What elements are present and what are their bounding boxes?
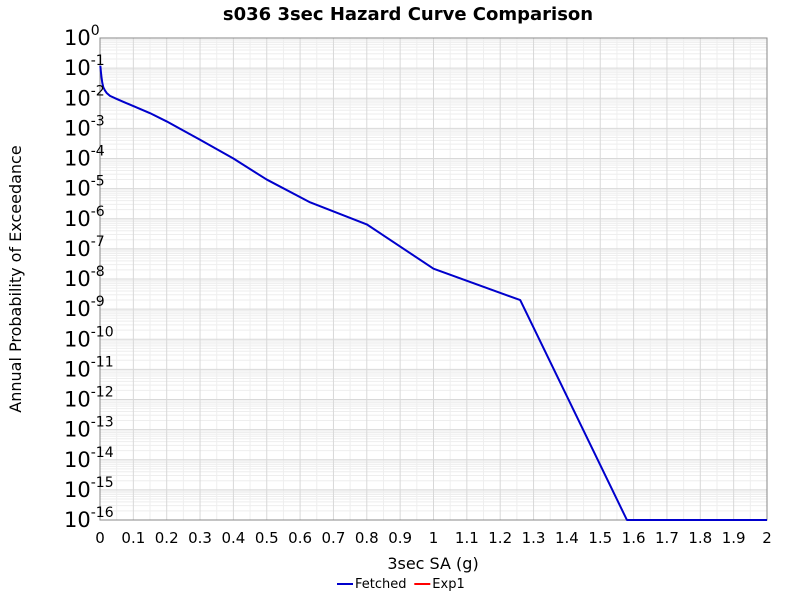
- legend: Fetched Exp1: [337, 577, 465, 592]
- y-tick-label: 10-3: [64, 113, 105, 140]
- x-tick-label: 0.8: [355, 529, 379, 547]
- chart-title: s036 3sec Hazard Curve Comparison: [223, 4, 593, 25]
- x-tick-label: 0.5: [255, 529, 279, 547]
- legend-label-exp1: Exp1: [432, 577, 464, 592]
- y-tick-label: 100: [64, 23, 100, 50]
- legend-label-fetched: Fetched: [355, 577, 407, 592]
- series-layer: [99, 65, 767, 521]
- x-tick-label: 1.8: [688, 529, 712, 547]
- x-tick-label: 0.3: [188, 529, 212, 547]
- y-tick-label: 10-10: [64, 324, 114, 351]
- y-tick-label: 10-6: [64, 204, 105, 231]
- y-tick-label: 10-9: [64, 294, 105, 321]
- x-tick-label: 0.2: [155, 529, 179, 547]
- x-tick-label: 1: [429, 529, 439, 547]
- x-tick-label: 0.7: [322, 529, 346, 547]
- series-line-fetched: [99, 65, 767, 521]
- x-tick-label: 1.2: [488, 529, 512, 547]
- y-tick-label: 10-8: [64, 264, 105, 291]
- x-tick-label: 1.9: [722, 529, 746, 547]
- x-tick-label: 1.4: [555, 529, 579, 547]
- y-tick-label: 10-11: [64, 354, 114, 381]
- y-tick-label: 10-14: [64, 445, 114, 472]
- y-tick-label: 10-4: [64, 144, 105, 171]
- y-tick-label: 10-2: [64, 83, 105, 110]
- x-tick-label: 1.7: [655, 529, 679, 547]
- grid-major: [100, 38, 767, 520]
- y-tick-label: 10-13: [64, 415, 114, 442]
- x-tick-label: 0.9: [388, 529, 412, 547]
- x-tick-labels: 0 0.1 0.2 0.3 0.4 0.5 0.6 0.7 0.8 0.9 1 1.1 1.2 1.3 1.…: [95, 529, 772, 547]
- y-tick-label: 10-15: [64, 475, 114, 502]
- y-tick-labels: 100 10-1 10-2 10-3 10-4 10-5 10-6 10-7 10-8 10-9 1…: [64, 23, 114, 532]
- x-tick-label: 2: [762, 529, 772, 547]
- x-axis-label: 3sec SA (g): [387, 554, 478, 573]
- x-tick-label: 0.4: [221, 529, 245, 547]
- y-tick-label: 10-7: [64, 234, 105, 261]
- x-tick-label: 1.5: [588, 529, 612, 547]
- x-tick-label: 0: [95, 529, 105, 547]
- y-tick-label: 10-5: [64, 174, 105, 201]
- y-tick-label: 10-16: [64, 505, 114, 532]
- x-tick-label: 0.1: [121, 529, 145, 547]
- x-tick-label: 1.1: [455, 529, 479, 547]
- x-tick-label: 1.6: [622, 529, 646, 547]
- x-tick-label: 1.3: [522, 529, 546, 547]
- plot-border: [99, 37, 768, 521]
- y-tick-label: 10-12: [64, 385, 114, 412]
- x-tick-label: 0.6: [288, 529, 312, 547]
- y-tick-label: 10-1: [64, 53, 105, 80]
- y-axis-label: Annual Probability of Exceedance: [6, 145, 25, 412]
